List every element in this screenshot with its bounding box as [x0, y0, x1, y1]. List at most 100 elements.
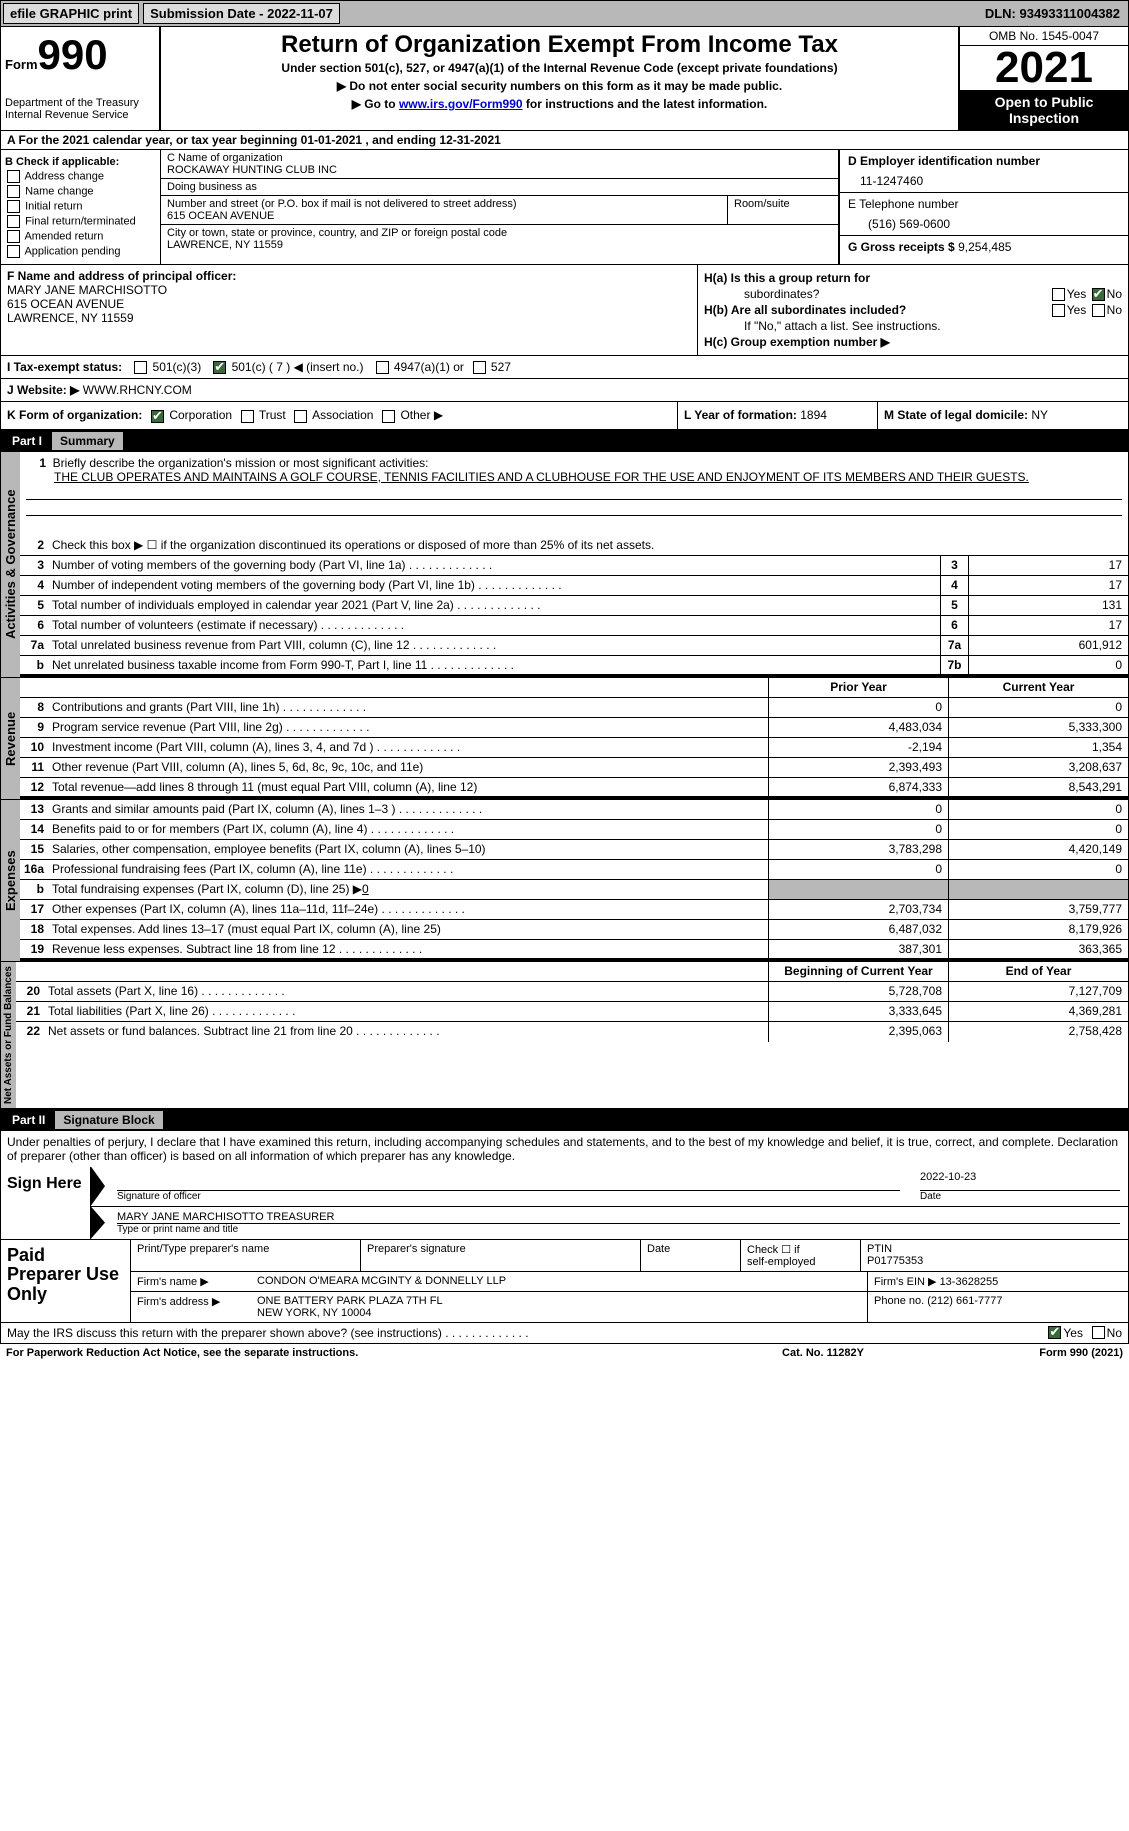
i-527-cb[interactable] [473, 361, 486, 374]
prior-year-hdr: Prior Year [768, 678, 948, 697]
l12-cy: 8,543,291 [948, 778, 1128, 796]
l14-py: 0 [768, 820, 948, 839]
prep-ein-label: Firm's EIN ▶ [874, 1276, 937, 1288]
k-corp-cb[interactable] [151, 410, 164, 423]
l2-text: Check this box ▶ ☐ if the organization d… [48, 536, 1128, 555]
cb-address-change[interactable]: Address change [5, 170, 156, 183]
cb-initial-return[interactable]: Initial return [5, 200, 156, 213]
l16a-num: 16a [20, 860, 48, 879]
part-1-num: Part I [6, 434, 48, 448]
row-klm: K Form of organization: Corporation Trus… [0, 402, 1129, 429]
line-21: 21 Total liabilities (Part X, line 26) 3… [16, 1002, 1128, 1022]
l3-num: 3 [20, 556, 48, 575]
cell-org-name: C Name of organization ROCKAWAY HUNTING … [161, 150, 838, 179]
c-street-value: 615 OCEAN AVENUE [167, 210, 721, 222]
ha-yes-checkbox[interactable] [1052, 288, 1065, 301]
cell-gross-receipts: G Gross receipts $ 9,254,485 [840, 236, 1128, 258]
l13-text: Grants and similar amounts paid (Part IX… [48, 800, 768, 819]
line-7b: b Net unrelated business taxable income … [20, 656, 1128, 677]
na-header-row: Beginning of Current Year End of Year [16, 962, 1128, 982]
ha-no-checkbox[interactable] [1092, 288, 1105, 301]
cell-dba: Doing business as [161, 179, 838, 196]
h-a-sub: subordinates? [704, 287, 1050, 301]
l-value: 1894 [800, 408, 827, 422]
prep-phone-value: (212) 661-7777 [927, 1295, 1002, 1307]
col-h: H(a) Is this a group return for subordin… [698, 265, 1128, 355]
l16a-text: Professional fundraising fees (Part IX, … [48, 860, 768, 879]
cb-application-pending[interactable]: Application pending [5, 245, 156, 258]
l12-text: Total revenue—add lines 8 through 11 (mu… [48, 778, 768, 796]
line-14: 14 Benefits paid to or for members (Part… [20, 820, 1128, 840]
ha-label-text: H(a) Is this a group return for [704, 271, 870, 285]
cb-name-change[interactable]: Name change [5, 185, 156, 198]
hb-yes-checkbox[interactable] [1052, 304, 1065, 317]
hb-label-text: H(b) Are all subordinates included? [704, 303, 906, 317]
block-revenue: Revenue Prior Year Current Year 8 Contri… [0, 678, 1129, 800]
open-line1: Open to Public [960, 94, 1128, 110]
l21-num: 21 [16, 1002, 44, 1021]
efile-print-button[interactable]: efile GRAPHIC print [3, 3, 139, 24]
i-501c3-cb[interactable] [134, 361, 147, 374]
c-city-value: LAWRENCE, NY 11559 [167, 239, 832, 251]
k-trust-label: Trust [259, 408, 286, 422]
l7a-box: 7a [940, 636, 968, 655]
hb-no-checkbox[interactable] [1092, 304, 1105, 317]
row-a-mid: , and ending [365, 133, 439, 147]
line-7a: 7a Total unrelated business revenue from… [20, 636, 1128, 656]
ag-body: 1 Briefly describe the organization's mi… [20, 452, 1128, 677]
paid-preparer-section: Paid Preparer Use Only Print/Type prepar… [0, 1240, 1129, 1323]
l21-py: 3,333,645 [768, 1002, 948, 1021]
k-trust-cb[interactable] [241, 410, 254, 423]
line-8: 8 Contributions and grants (Part VIII, l… [20, 698, 1128, 718]
k-assoc-cb[interactable] [294, 410, 307, 423]
i-501c-cb[interactable] [213, 361, 226, 374]
irs-link[interactable]: www.irs.gov/Form990 [399, 97, 523, 111]
footer-no-cb[interactable] [1092, 1326, 1105, 1339]
sig-officer-field[interactable] [117, 1171, 900, 1191]
cb-final-return[interactable]: Final return/terminated [5, 215, 156, 228]
prep-r1c4b: self-employed [747, 1256, 854, 1268]
h-b-label: H(b) Are all subordinates included? [704, 303, 1050, 317]
tax-year: 2021 [960, 46, 1128, 90]
prep-r2-lbl: Firm's name ▶ [131, 1272, 251, 1291]
l15-text: Salaries, other compensation, employee b… [48, 840, 768, 859]
l19-text: Revenue less expenses. Subtract line 18 … [48, 940, 768, 958]
l7b-box: 7b [940, 656, 968, 674]
vtab-net-assets: Net Assets or Fund Balances [1, 962, 16, 1108]
sig-type-name-label: Type or print name and title [117, 1224, 1120, 1235]
form-990-number: 990 [38, 31, 108, 78]
l17-py: 2,703,734 [768, 900, 948, 919]
col-b: B Check if applicable: Address change Na… [1, 150, 161, 264]
col-b-title-text: B Check if applicable: [5, 156, 119, 168]
c-dba-label: Doing business as [167, 181, 832, 193]
l1-text: THE CLUB OPERATES AND MAINTAINS A GOLF C… [54, 470, 1122, 484]
row-a-tax-year: A For the 2021 calendar year, or tax yea… [0, 131, 1129, 150]
line-4: 4 Number of independent voting members o… [20, 576, 1128, 596]
cb-amended-return[interactable]: Amended return [5, 230, 156, 243]
i-4947-cb[interactable] [376, 361, 389, 374]
l13-cy: 0 [948, 800, 1128, 819]
l5-text: Total number of individuals employed in … [48, 596, 940, 615]
footer-yes-label: Yes [1063, 1326, 1083, 1340]
k-assoc-label: Association [312, 408, 373, 422]
l15-py: 3,783,298 [768, 840, 948, 859]
l21-cy: 4,369,281 [948, 1002, 1128, 1021]
footer-yes-cb[interactable] [1048, 1326, 1061, 1339]
f-name: MARY JANE MARCHISOTTO [7, 283, 691, 297]
h-b-note-row: If "No," attach a list. See instructions… [704, 319, 1122, 333]
mission-blank-2 [26, 500, 1122, 516]
line-20: 20 Total assets (Part X, line 16) 5,728,… [16, 982, 1128, 1002]
f-label-text: F Name and address of principal officer: [7, 269, 236, 283]
l13-num: 13 [20, 800, 48, 819]
part-2-num: Part II [6, 1113, 51, 1127]
line-16b: b Total fundraising expenses (Part IX, c… [20, 880, 1128, 900]
l3-text: Number of voting members of the governin… [48, 556, 940, 575]
sig-name-title-value: MARY JANE MARCHISOTTO TREASURER [117, 1211, 1120, 1224]
l4-num: 4 [20, 576, 48, 595]
l11-text: Other revenue (Part VIII, column (A), li… [48, 758, 768, 777]
l14-cy: 0 [948, 820, 1128, 839]
line-12: 12 Total revenue—add lines 8 through 11 … [20, 778, 1128, 799]
l15-cy: 4,420,149 [948, 840, 1128, 859]
k-other-cb[interactable] [382, 410, 395, 423]
footer-discuss-row: May the IRS discuss this return with the… [0, 1323, 1129, 1344]
